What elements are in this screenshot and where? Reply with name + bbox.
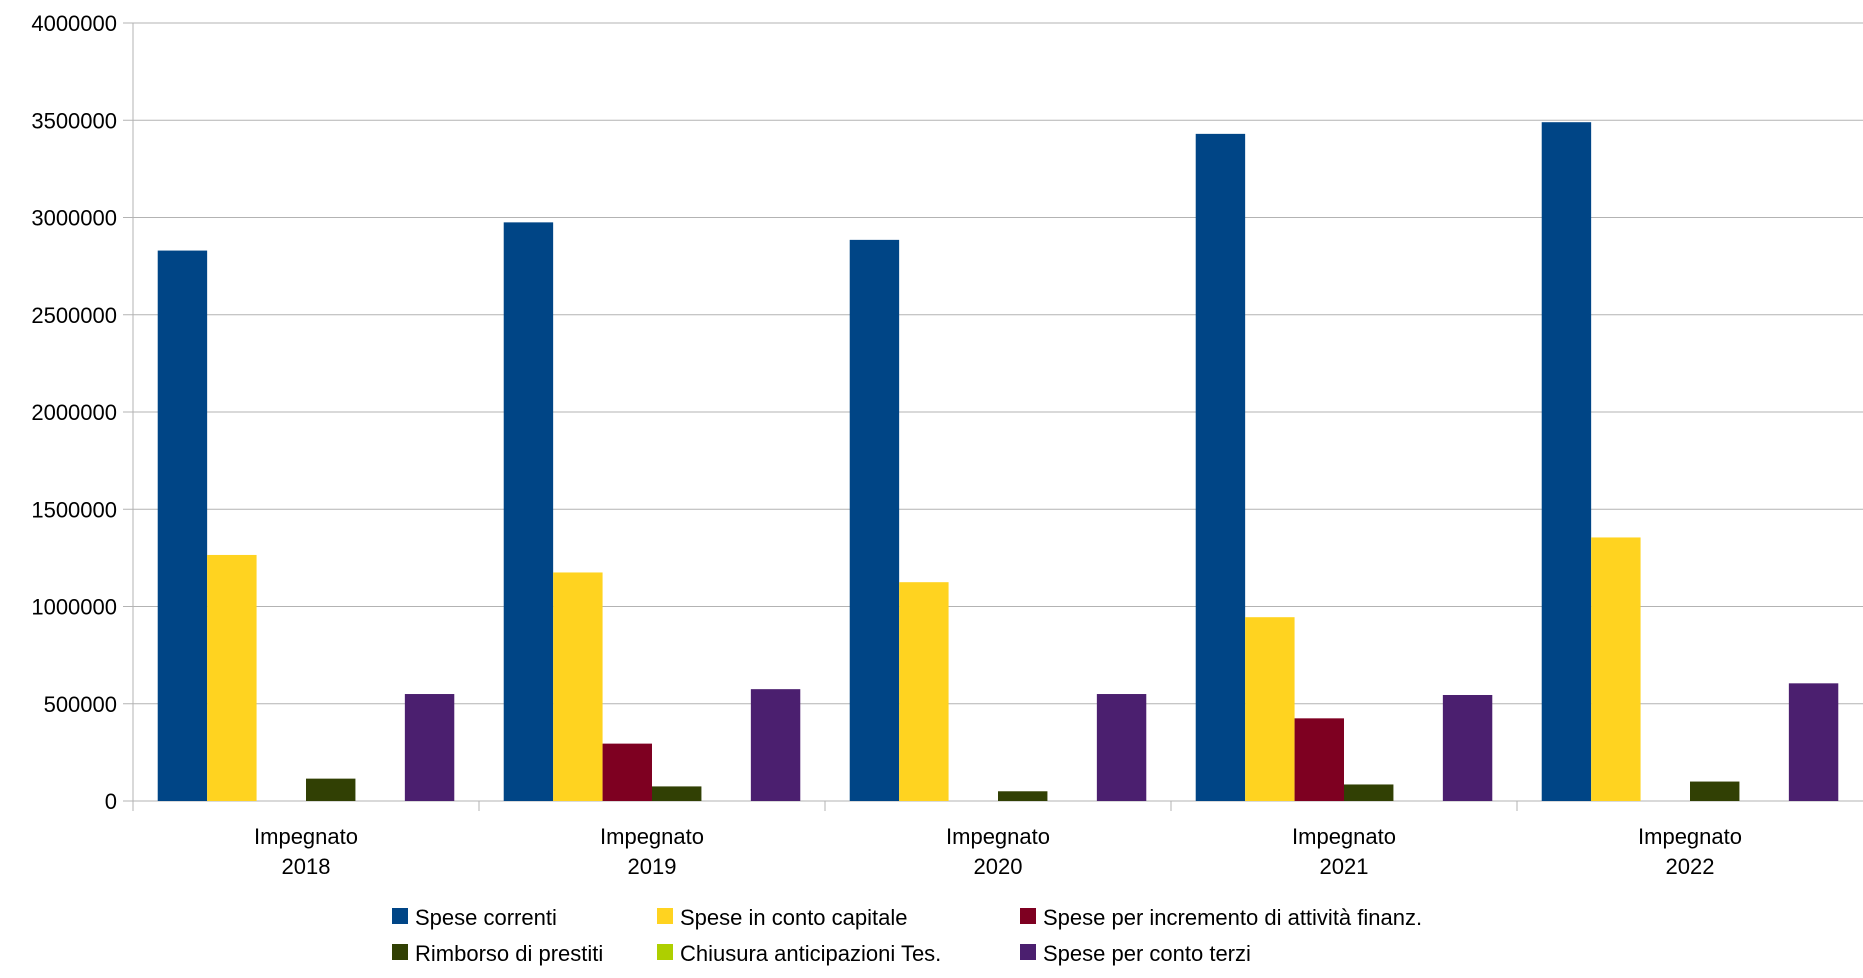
bar: [1245, 617, 1295, 801]
bar: [899, 582, 949, 801]
x-tick-label: Impegnato 2020: [946, 824, 1050, 879]
y-tick-label: 2500000: [31, 303, 117, 328]
legend-swatch: [657, 908, 673, 924]
bar: [1591, 537, 1641, 801]
legend-label: Chiusura anticipazioni Tes.: [680, 941, 941, 966]
legend-item: Chiusura anticipazioni Tes.: [657, 941, 941, 966]
y-tick-label: 1000000: [31, 595, 117, 620]
y-tick-label: 0: [105, 789, 117, 814]
legend-swatch: [657, 944, 673, 960]
bar: [404, 694, 455, 801]
y-tick-label: 2000000: [31, 400, 117, 425]
y-axis-ticks: 0 500000 1000000 1500000 2000000 2500000 30000…: [31, 11, 133, 814]
bar: [1788, 683, 1839, 801]
bar: [849, 239, 900, 801]
legend-label: Spese per incremento di attività finanz.: [1043, 905, 1422, 930]
bar: [553, 572, 603, 801]
bar: [207, 554, 257, 801]
y-tick-label: 500000: [44, 692, 117, 717]
legend-label: Spese per conto terzi: [1043, 941, 1251, 966]
bar: [602, 743, 652, 801]
legend-item: Spese per conto terzi: [1020, 941, 1251, 966]
bar: [1442, 694, 1493, 801]
x-tick-label: Impegnato 2022: [1638, 824, 1742, 879]
y-tick-label: 4000000: [31, 11, 117, 36]
legend-swatch: [1020, 908, 1036, 924]
x-axis-ticks: Impegnato 2018 Impegnato 2019 Impegnato 2020 I…: [132, 801, 1742, 879]
legend-label: Rimborso di prestiti: [415, 941, 603, 966]
bar: [1096, 694, 1147, 801]
legend-label: Spese correnti: [415, 905, 557, 930]
x-tick-label: Impegnato 2018: [254, 824, 358, 879]
x-tick-label: Impegnato 2021: [1292, 824, 1396, 879]
bar: [1294, 718, 1344, 801]
legend-swatch: [392, 908, 408, 924]
legend-item: Spese per incremento di attività finanz.: [1020, 905, 1422, 930]
bar: [750, 689, 801, 801]
gridlines: [133, 22, 1863, 705]
y-tick-label: 1500000: [31, 497, 117, 522]
bar: [306, 778, 356, 801]
x-tick-label: Impegnato 2019: [600, 824, 704, 879]
bar: [1344, 784, 1394, 801]
legend-item: Spese in conto capitale: [657, 905, 908, 930]
y-tick-label: 3000000: [31, 206, 117, 231]
legend-swatch: [1020, 944, 1036, 960]
y-tick-label: 3500000: [31, 108, 117, 133]
bar: [998, 791, 1048, 801]
bar: [157, 250, 208, 801]
bar: [503, 222, 554, 802]
legend-swatch: [392, 944, 408, 960]
legend-label: Spese in conto capitale: [680, 905, 908, 930]
legend: Spese correnti Spese in conto capitale Spe…: [392, 905, 1422, 966]
bar: [1690, 781, 1740, 801]
bar: [652, 786, 702, 801]
bar: [1195, 133, 1246, 802]
bars: [157, 122, 1839, 802]
legend-item: Rimborso di prestiti: [392, 941, 603, 966]
legend-item: Spese correnti: [392, 905, 557, 930]
bar: [1541, 122, 1592, 801]
